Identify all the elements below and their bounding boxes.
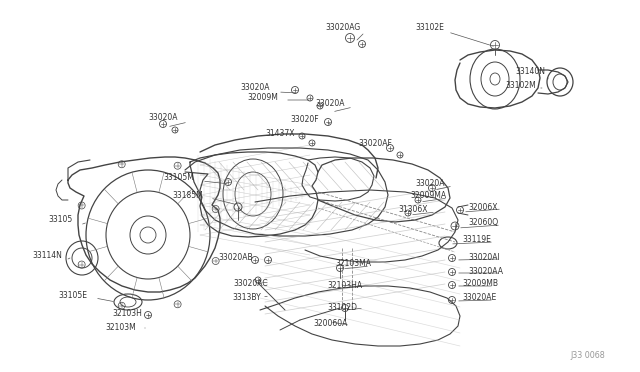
Text: 33105M: 33105M [163, 173, 194, 183]
Text: 33102M: 33102M [505, 81, 536, 90]
Text: 32103HA: 32103HA [327, 280, 362, 289]
Text: 320060A: 320060A [313, 320, 348, 328]
Text: 33020F: 33020F [290, 115, 319, 125]
Text: 31437X: 31437X [265, 128, 294, 138]
Text: 32060Q: 32060Q [468, 218, 498, 228]
Text: 33020A: 33020A [148, 113, 177, 122]
Text: J33 0068: J33 0068 [570, 350, 605, 359]
Text: 33020A: 33020A [315, 99, 344, 108]
Text: 33020AE: 33020AE [462, 294, 496, 302]
Text: 33140N: 33140N [515, 67, 545, 77]
Text: 32009MB: 32009MB [462, 279, 498, 289]
Text: 33020AG: 33020AG [325, 23, 360, 32]
Text: 3313BY: 3313BY [232, 294, 260, 302]
Text: 33020AC: 33020AC [233, 279, 268, 289]
Text: 33102D: 33102D [327, 302, 357, 311]
Text: 32009MA: 32009MA [410, 192, 446, 201]
Text: 32103H: 32103H [112, 308, 142, 317]
Text: 33020AI: 33020AI [468, 253, 500, 262]
Text: 33185M: 33185M [172, 192, 203, 201]
Text: 33020A: 33020A [415, 179, 445, 187]
Text: 33102E: 33102E [415, 23, 444, 32]
Text: 33105: 33105 [48, 215, 72, 224]
Text: 33020AF: 33020AF [358, 138, 392, 148]
Text: 33020AA: 33020AA [468, 266, 503, 276]
Text: 32103MA: 32103MA [335, 260, 371, 269]
Text: 33020A: 33020A [240, 83, 269, 93]
Text: 33114N: 33114N [32, 251, 62, 260]
Text: 33020AB: 33020AB [218, 253, 253, 262]
Text: 31306X: 31306X [398, 205, 428, 215]
Text: 32006X: 32006X [468, 202, 497, 212]
Text: 32103M: 32103M [105, 323, 136, 331]
Text: 33105E: 33105E [58, 292, 87, 301]
Text: 32009M: 32009M [247, 93, 278, 103]
Text: 33119E: 33119E [462, 235, 491, 244]
